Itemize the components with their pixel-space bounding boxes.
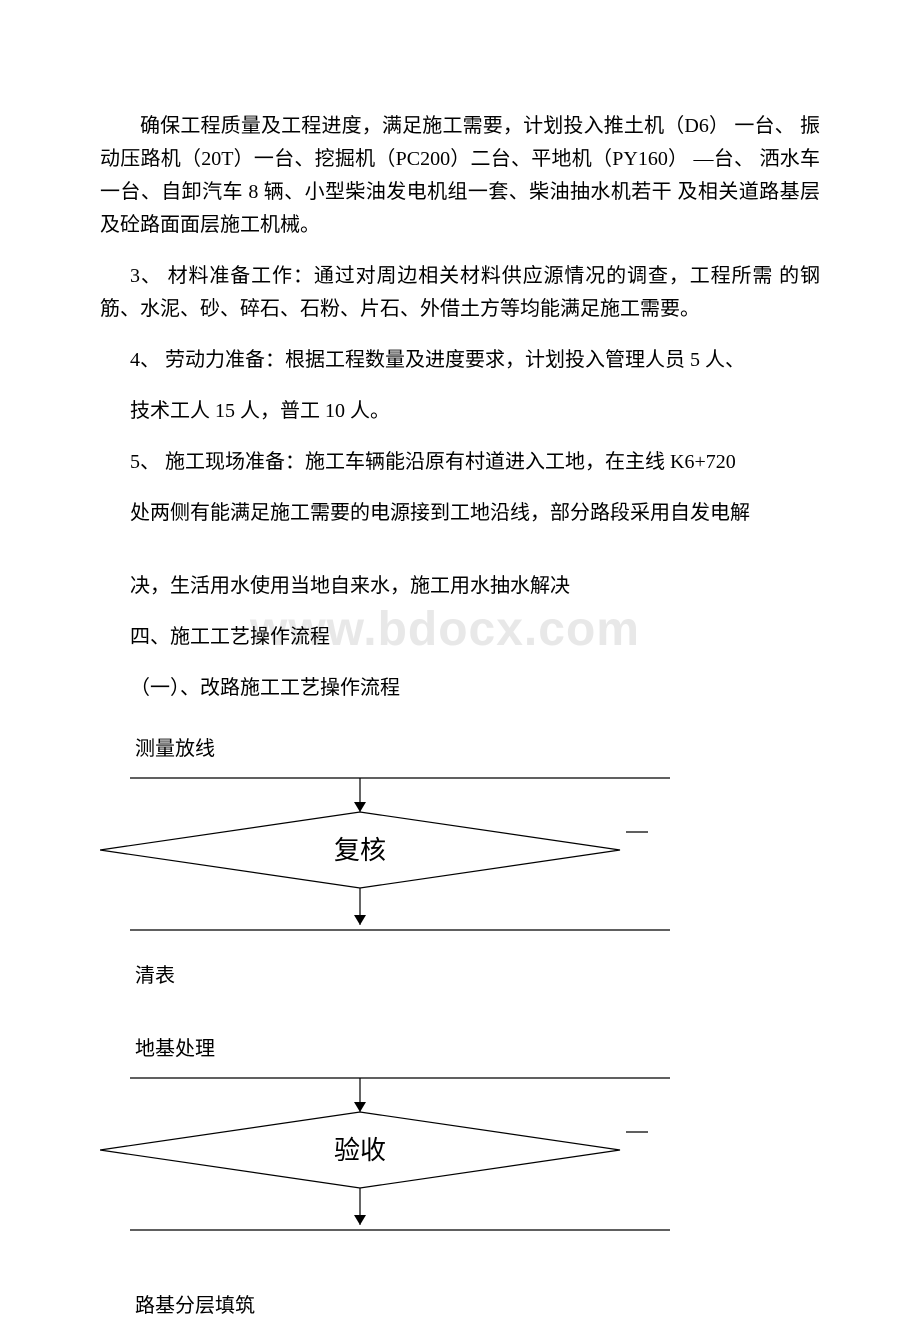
flowchart-diamond-acceptance: 验收	[100, 1070, 820, 1250]
flowchart-diamond-review: 复核	[100, 770, 820, 940]
heading-subsection-1: （一）、改路施工工艺操作流程	[100, 672, 820, 705]
paragraph-site-2: 处两侧有能满足施工需要的电源接到工地沿线，部分路段采用自发电解	[100, 497, 820, 530]
flow-step-foundation: 地基处理	[135, 1033, 820, 1066]
flow-svg-1: 复核	[100, 770, 680, 940]
paragraph-site-1: 5、 施工现场准备：施工车辆能沿原有村道进入工地，在主线 K6+720	[100, 446, 820, 479]
flow-step-survey: 测量放线	[135, 733, 820, 766]
flow-step-subgrade: 路基分层填筑	[135, 1290, 820, 1323]
paragraph-labor-1: 4、 劳动力准备：根据工程数量及进度要求，计划投入管理人员 5 人、	[100, 344, 820, 377]
svg-text:验收: 验收	[334, 1136, 386, 1165]
flow-svg-2: 验收	[100, 1070, 680, 1250]
heading-section-4: 四、施工工艺操作流程	[100, 621, 820, 654]
paragraph-labor-2: 技术工人 15 人，普工 10 人。	[100, 395, 820, 428]
paragraph-site-3: 决，生活用水使用当地自来水，施工用水抽水解决	[100, 570, 820, 603]
svg-text:复核: 复核	[334, 836, 386, 865]
paragraph-equipment: 确保工程质量及工程进度，满足施工需要，计划投入推土机（D6） 一台、 振动压路机…	[100, 110, 820, 242]
document-content: 确保工程质量及工程进度，满足施工需要，计划投入推土机（D6） 一台、 振动压路机…	[100, 110, 820, 1323]
flow-step-clearing: 清表	[135, 960, 820, 993]
paragraph-materials: 3、 材料准备工作：通过对周边相关材料供应源情况的调查，工程所需 的钢筋、水泥、…	[100, 260, 820, 326]
